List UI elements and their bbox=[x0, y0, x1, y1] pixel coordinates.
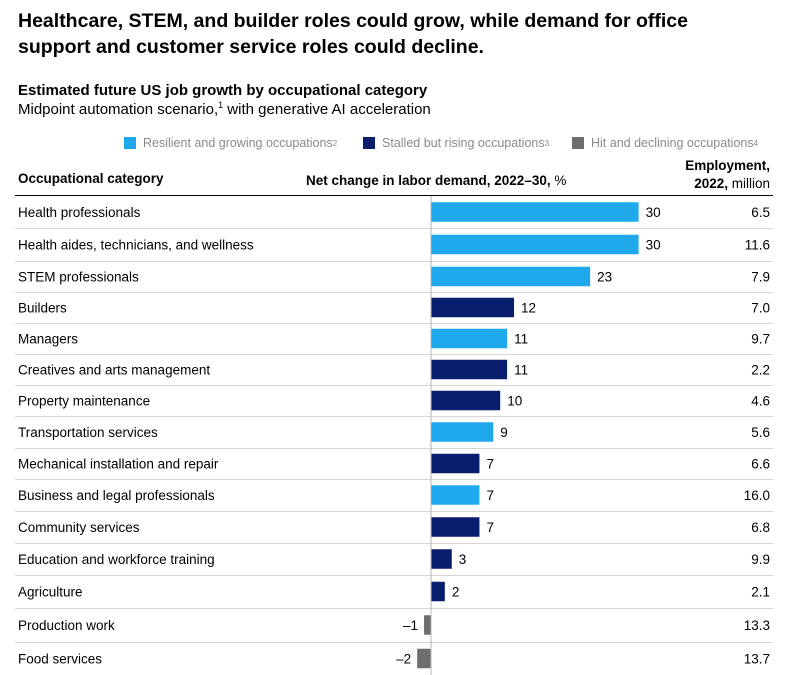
bar bbox=[431, 202, 639, 222]
employment-value: 9.9 bbox=[751, 552, 770, 567]
employment-value: 2.2 bbox=[751, 362, 770, 377]
row-label: Creatives and arts management bbox=[18, 362, 210, 377]
bar bbox=[431, 390, 501, 411]
bar bbox=[431, 453, 480, 474]
bar-value-label: 23 bbox=[597, 269, 612, 284]
bar-value-label: 30 bbox=[646, 237, 661, 252]
employment-value: 7.0 bbox=[751, 300, 770, 315]
legend-swatch-declining bbox=[572, 137, 584, 149]
legend-swatch-stalled bbox=[363, 137, 375, 149]
header-employment: Employment, 2022, million bbox=[685, 157, 770, 193]
bar-value-label: –2 bbox=[396, 651, 411, 666]
bar-value-label: 7 bbox=[486, 520, 494, 535]
row-label: Production work bbox=[18, 618, 115, 633]
employment-value: 6.6 bbox=[751, 456, 770, 471]
legend-item-declining: Hit and declining occupations 4 bbox=[572, 136, 758, 150]
bar-value-label: –1 bbox=[403, 618, 418, 633]
legend-label-stalled: Stalled but rising occupations bbox=[382, 136, 545, 150]
bar bbox=[424, 615, 431, 635]
row-label: Managers bbox=[18, 331, 78, 346]
row-label: Mechanical installation and repair bbox=[18, 456, 219, 471]
legend-footnote-declining: 4 bbox=[753, 138, 759, 148]
employment-value: 13.3 bbox=[744, 618, 770, 633]
employment-value: 6.5 bbox=[751, 205, 770, 220]
bar bbox=[431, 517, 480, 537]
bar-value-label: 10 bbox=[507, 393, 522, 408]
bar bbox=[431, 422, 494, 442]
bar bbox=[431, 549, 452, 569]
bar-value-label: 12 bbox=[521, 300, 536, 315]
bar-value-label: 30 bbox=[646, 205, 661, 220]
bar-value-label: 7 bbox=[486, 456, 494, 471]
legend-footnote-resilient: 2 bbox=[332, 138, 338, 148]
legend-item-resilient: Resilient and growing occupations 2 bbox=[124, 136, 337, 150]
legend-swatch-resilient bbox=[124, 137, 136, 149]
row-label: Business and legal professionals bbox=[18, 488, 215, 503]
bar bbox=[431, 297, 515, 318]
legend-label-declining: Hit and declining occupations bbox=[591, 136, 754, 150]
bar-value-label: 11 bbox=[514, 331, 528, 346]
header-rule bbox=[15, 195, 773, 196]
header-employment-label: Employment, bbox=[685, 158, 770, 173]
legend-footnote-stalled: 3 bbox=[544, 138, 550, 148]
employment-value: 9.7 bbox=[751, 331, 770, 346]
row-label: Transportation services bbox=[18, 425, 158, 440]
bar bbox=[431, 266, 591, 287]
scenario-text: Midpoint automation scenario, bbox=[18, 101, 219, 118]
scenario-note: Midpoint automation scenario,1 with gene… bbox=[18, 100, 431, 118]
employment-value: 11.6 bbox=[745, 237, 770, 252]
bar-value-label: 11 bbox=[514, 362, 528, 377]
scenario-footnote: 1 bbox=[218, 100, 224, 110]
headline: Healthcare, STEM, and builder roles coul… bbox=[18, 10, 688, 58]
legend-item-stalled: Stalled but rising occupations 3 bbox=[363, 136, 549, 150]
employment-value: 13.7 bbox=[744, 651, 770, 666]
bar-value-label: 7 bbox=[486, 488, 494, 503]
row-label: Community services bbox=[18, 520, 140, 535]
header-employment-year: 2022, bbox=[694, 176, 728, 191]
bar-value-label: 9 bbox=[500, 425, 508, 440]
bar bbox=[431, 234, 639, 255]
row-label: Food services bbox=[18, 651, 102, 666]
bar bbox=[431, 581, 445, 602]
bar bbox=[431, 359, 508, 380]
bar bbox=[417, 648, 431, 669]
employment-value: 2.1 bbox=[751, 584, 770, 599]
employment-value: 16.0 bbox=[744, 488, 770, 503]
row-label: Health professionals bbox=[18, 205, 141, 220]
chart-subtitle: Estimated future US job growth by occupa… bbox=[18, 82, 428, 99]
header-net-change-label: Net change in labor demand, 2022–30, bbox=[306, 173, 551, 188]
scenario-text-after: with generative AI acceleration bbox=[223, 101, 431, 118]
header-category: Occupational category bbox=[18, 171, 164, 186]
row-label: Agriculture bbox=[18, 584, 83, 599]
bar bbox=[431, 485, 480, 505]
bar-value-label: 3 bbox=[459, 552, 467, 567]
legend: Resilient and growing occupations 2 Stall… bbox=[0, 136, 785, 154]
legend-label-resilient: Resilient and growing occupations bbox=[143, 136, 333, 150]
employment-value: 7.9 bbox=[751, 269, 770, 284]
row-label: Builders bbox=[18, 300, 67, 315]
row-label: STEM professionals bbox=[18, 269, 139, 284]
bar bbox=[431, 328, 508, 349]
employment-value: 5.6 bbox=[751, 425, 770, 440]
row-label: Education and workforce training bbox=[18, 552, 215, 567]
row-label: Property maintenance bbox=[18, 393, 150, 408]
row-label: Health aides, technicians, and wellness bbox=[18, 237, 254, 252]
employment-value: 4.6 bbox=[751, 393, 770, 408]
header-net-change: Net change in labor demand, 2022–30, % bbox=[306, 173, 566, 188]
header-employment-unit: million bbox=[727, 176, 770, 191]
bar-value-label: 2 bbox=[452, 584, 460, 599]
header-net-change-unit: % bbox=[550, 173, 567, 188]
employment-value: 6.8 bbox=[751, 520, 770, 535]
